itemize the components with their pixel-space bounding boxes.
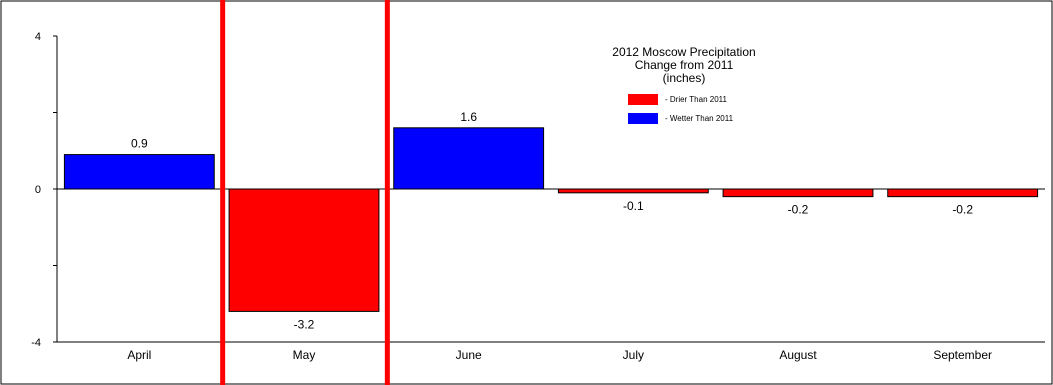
legend: - Drier Than 2011 - Wetter Than 2011 bbox=[628, 94, 734, 124]
data-label: 0.9 bbox=[131, 137, 148, 151]
bar-june bbox=[393, 127, 545, 190]
data-label: -3.2 bbox=[294, 317, 315, 331]
category-label: June bbox=[456, 348, 482, 362]
data-label: -0.2 bbox=[952, 203, 973, 217]
y-tick-label: -4 bbox=[31, 337, 41, 349]
y-tick-label: 0 bbox=[35, 184, 41, 196]
data-label: -0.2 bbox=[788, 203, 809, 217]
legend-label: - Drier Than 2011 bbox=[665, 95, 728, 104]
legend-label: - Wetter Than 2011 bbox=[665, 114, 734, 123]
bar-august bbox=[722, 188, 874, 198]
category-label: April bbox=[127, 348, 151, 362]
bar-april bbox=[63, 154, 215, 190]
bar-may bbox=[228, 188, 380, 312]
data-label: -0.1 bbox=[623, 199, 644, 213]
legend-swatch bbox=[628, 113, 658, 124]
chart-title-line: Change from 2011 bbox=[635, 58, 734, 72]
bars-layer bbox=[63, 127, 1039, 312]
category-label: May bbox=[293, 348, 316, 362]
marker-layer bbox=[220, 0, 390, 385]
y-tick-label: 4 bbox=[35, 31, 41, 43]
chart-title-line: (inches) bbox=[663, 71, 706, 85]
data-label: 1.6 bbox=[460, 110, 477, 124]
chart-title-line: 2012 Moscow Precipitation bbox=[612, 45, 755, 59]
category-label: July bbox=[623, 348, 644, 362]
legend-swatch bbox=[628, 94, 658, 105]
category-label: September bbox=[933, 348, 992, 362]
bar-july bbox=[557, 188, 709, 194]
bar-september bbox=[887, 188, 1039, 198]
category-label: August bbox=[779, 348, 817, 362]
